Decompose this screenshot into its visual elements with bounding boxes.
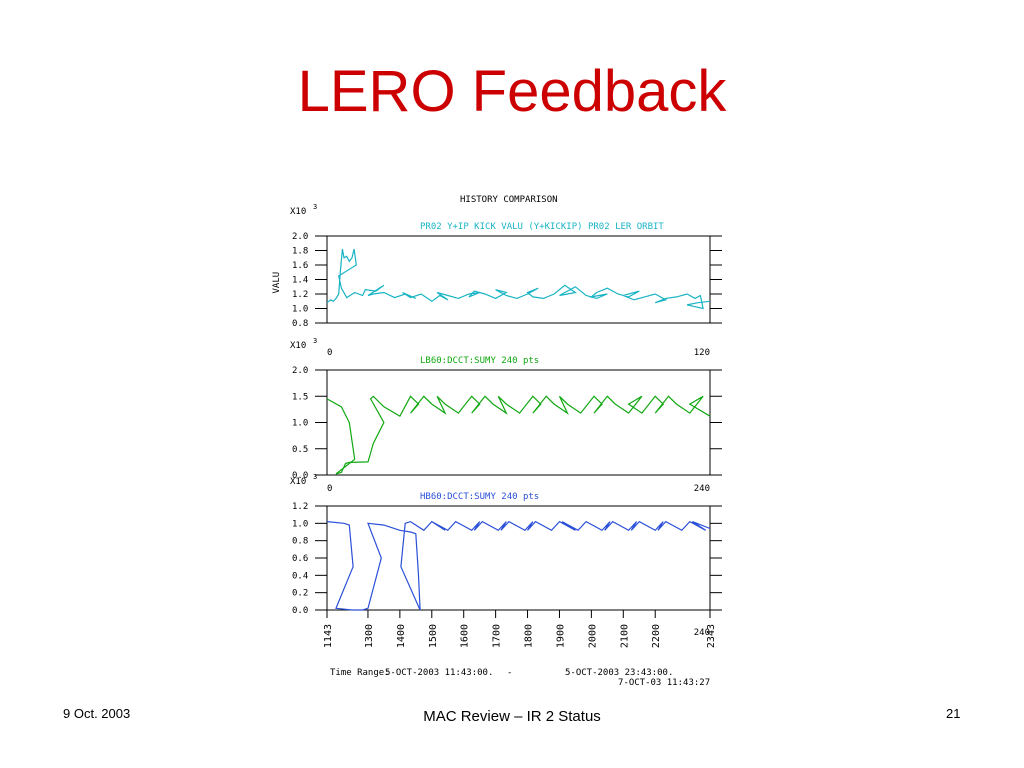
history-comparison-chart: HISTORY COMPARISON X10 3 2.0 1.8 1.6 1.4 1.2 1.…: [272, 195, 722, 688]
x-tick-label: 2200: [651, 624, 662, 648]
x-tick-label: 1400: [396, 624, 407, 648]
x-right-label: 120: [694, 348, 710, 358]
x-tick-label: 1500: [428, 624, 439, 648]
footer-date: 9 Oct. 2003: [63, 706, 131, 721]
time-range-label: Time Range:: [330, 668, 390, 678]
x-tick-label: 1800: [524, 624, 535, 648]
y-scale-exponent: 3: [313, 337, 317, 345]
time-range-start: 5-OCT-2003 11:43:00.: [385, 668, 493, 678]
x-right-label-bottom: 240: [694, 628, 710, 638]
print-stamp: 7-OCT-03 11:43:27: [618, 678, 710, 688]
x-tick-label: 2100: [619, 624, 630, 648]
y-scale-label: X10: [290, 477, 306, 487]
y-tick-label: 0.0: [292, 606, 308, 616]
x-tick-label: 1700: [492, 624, 503, 648]
x-tick-label: 1900: [555, 624, 566, 648]
series-line-1: [326, 248, 711, 310]
x-left-label: 0: [327, 348, 332, 358]
footer-page-number: 21: [946, 706, 961, 721]
x-left-label: 0: [327, 484, 332, 494]
y-tick-label: 1.8: [292, 247, 308, 257]
history-comparison-figure: HISTORY COMPARISON X10 3 2.0 1.8 1.6 1.4 1.2 1.…: [265, 188, 735, 698]
y-scale-exponent: 3: [313, 473, 317, 481]
y-scale-label: X10: [290, 341, 306, 351]
x-tick-label: 2343: [706, 624, 717, 648]
y-tick-label: 1.2: [292, 290, 308, 300]
y-scale-label: X10: [290, 207, 306, 217]
plot-frame: [326, 505, 711, 611]
time-range-dash: -: [507, 668, 512, 678]
x-tick-label: 2000: [587, 624, 598, 648]
y-tick-label: 0.6: [292, 554, 308, 564]
series-line-3: [326, 520, 711, 611]
panel-2: X10 3 2.0 1.5 1.0 0.5 0.0 LB60:DCCT:SUMY 240 pt…: [290, 337, 722, 481]
y-tick-label: 0.4: [292, 571, 308, 581]
footer-title: MAC Review – IR 2 Status: [423, 708, 601, 725]
series-title: PR02 Y+IP KICK VALU (Y+KICKIP) PR02 LER …: [420, 222, 664, 232]
y-tick-label: 0.0: [292, 471, 308, 481]
y-tick-label: 1.4: [292, 276, 308, 286]
series-line-2: [326, 395, 711, 475]
y-tick-label: 0.8: [292, 319, 308, 329]
y-tick-label: 2.0: [292, 232, 308, 242]
y-tick-label: 0.2: [292, 589, 308, 599]
y-scale-exponent: 3: [313, 203, 317, 211]
slide-title: LERO Feedback: [297, 59, 727, 124]
y-tick-label: 1.0: [292, 419, 308, 429]
y-tick-label: 0.8: [292, 537, 308, 547]
plot-frame: [326, 235, 711, 324]
y-tick-label: 0.5: [292, 445, 308, 455]
panel-3: X10 3 1.2 1.0 0.8 0.6 0.4 0.2 0.0 HB60:DCCT:SUMY …: [290, 473, 722, 616]
series-title: LB60:DCCT:SUMY 240 pts: [420, 356, 539, 366]
y-axis-label: VALU: [272, 272, 282, 294]
y-tick-label: 1.0: [292, 519, 308, 529]
y-tick-label: 2.0: [292, 366, 308, 376]
x-tick-label: 1143: [323, 624, 334, 648]
x-tick-label: 1300: [364, 624, 375, 648]
x-tick-label: 1600: [460, 624, 471, 648]
time-range-end: 5-OCT-2003 23:43:00.: [565, 668, 673, 678]
y-tick-label: 1.5: [292, 392, 308, 402]
y-tick-label: 1.0: [292, 305, 308, 315]
x-right-label: 240: [694, 484, 710, 494]
y-tick-label: 1.2: [292, 502, 308, 512]
y-tick-label: 1.6: [292, 261, 308, 271]
figure-header: HISTORY COMPARISON: [460, 195, 558, 205]
panel-1: X10 3 2.0 1.8 1.6 1.4 1.2 1.0 0.8 PR02 Y+IP KICK …: [272, 203, 722, 329]
series-title: HB60:DCCT:SUMY 240 pts: [420, 492, 539, 502]
